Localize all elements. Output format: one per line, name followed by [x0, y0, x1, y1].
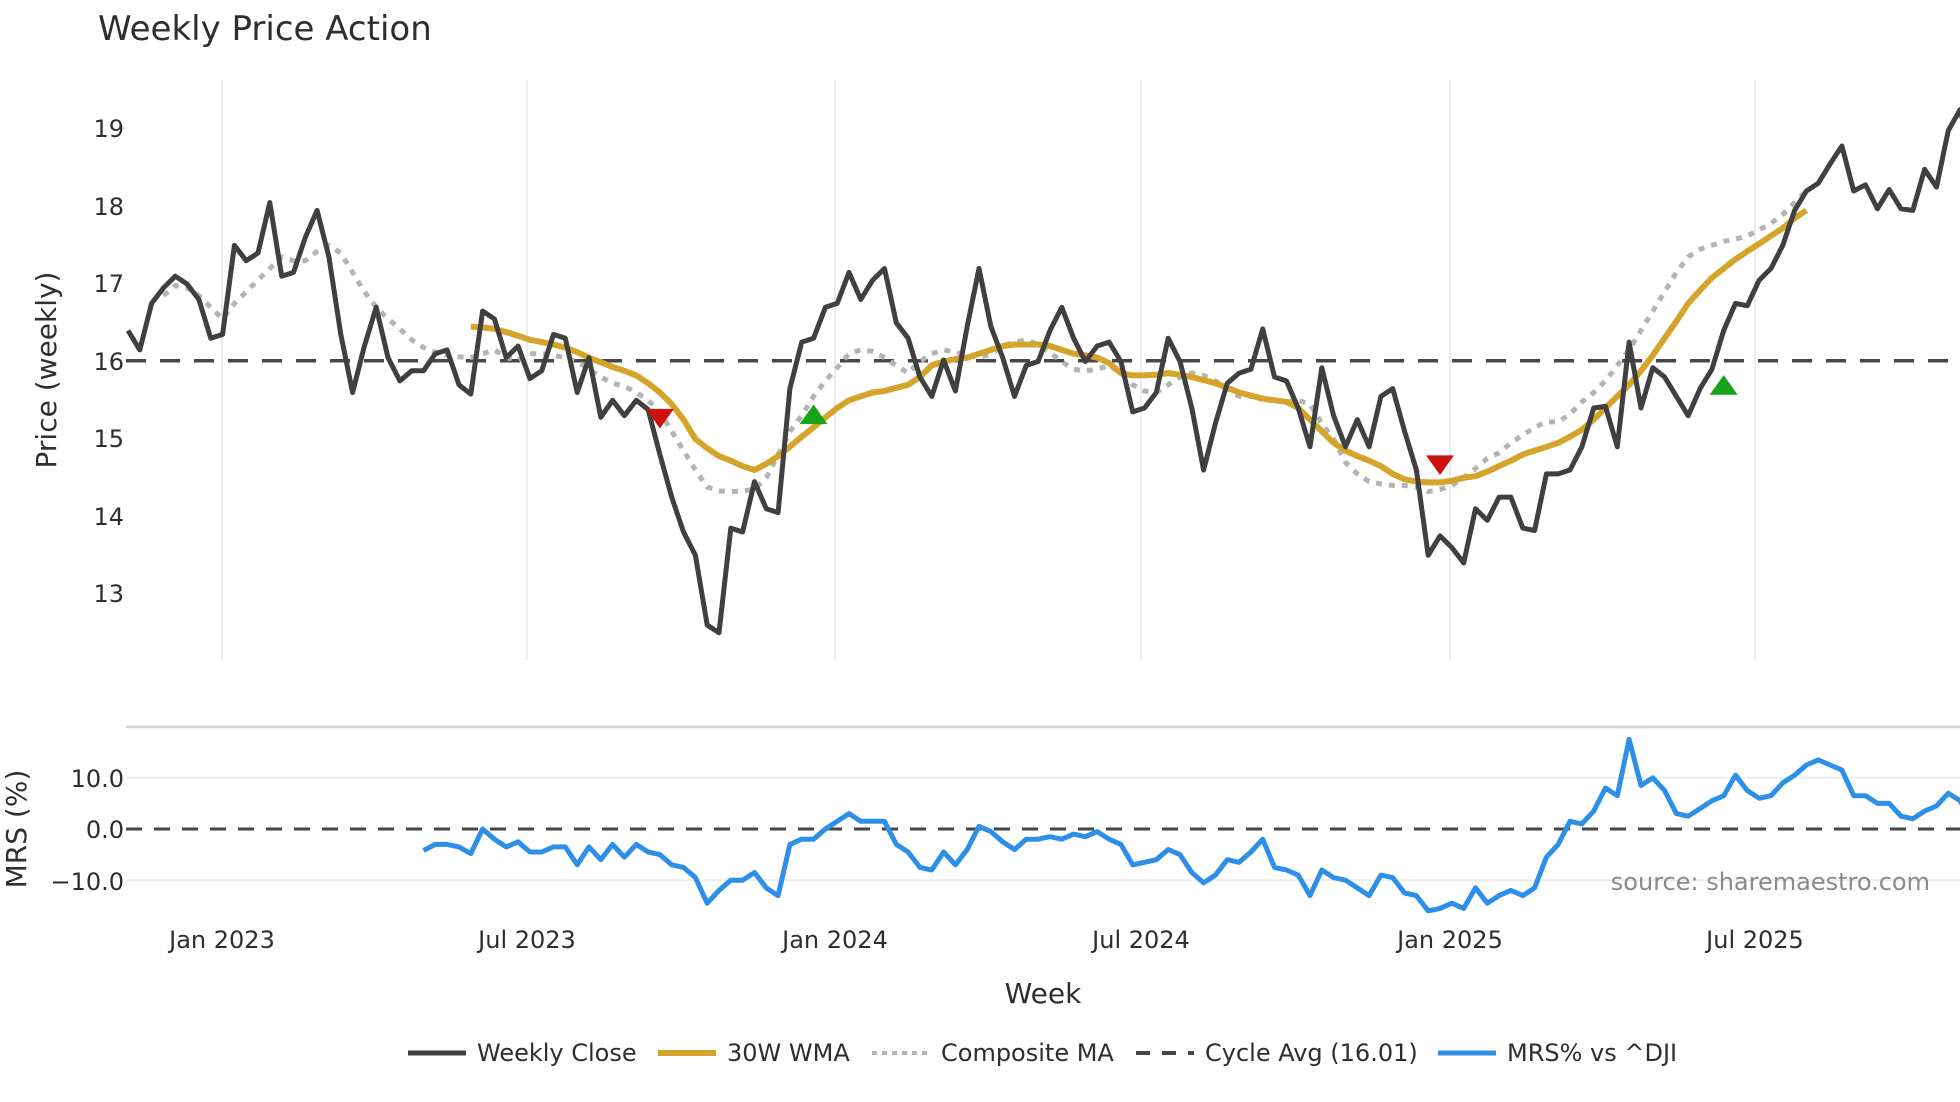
- price-tick: 15: [93, 425, 124, 453]
- sell-signal-triangle-down-icon: [1426, 455, 1455, 475]
- mrs-tick: 10.0: [71, 765, 124, 793]
- x-axis-label: Week: [1005, 977, 1082, 1010]
- x-tick: Jan 2024: [780, 926, 888, 954]
- signal-markers: [645, 375, 1738, 475]
- price-tick: 13: [93, 580, 124, 608]
- mrs-horizontal-gridlines: [126, 776, 1960, 882]
- composite-ma-path: [161, 189, 1809, 495]
- price-tick: 16: [93, 348, 124, 376]
- x-tick: Jan 2025: [1395, 926, 1503, 954]
- price-axis-ticks: 19 18 17 16 15 14 13: [93, 115, 124, 608]
- legend-item-30w-wma[interactable]: 30W WMA: [658, 1039, 850, 1067]
- source-note: source: sharemaestro.com: [1611, 868, 1930, 896]
- legend-label: Composite MA: [941, 1039, 1114, 1067]
- chart-title: Weekly Price Action: [98, 9, 432, 49]
- mrs-tick: 0.0: [86, 816, 124, 844]
- legend-label: MRS% vs ^DJI: [1507, 1039, 1677, 1067]
- legend-item-weekly-close[interactable]: Weekly Close: [408, 1039, 637, 1067]
- mrs-path: [422, 736, 1960, 914]
- x-tick: Jul 2023: [476, 926, 576, 954]
- legend: Weekly Close 30W WMA Composite MA Cycle …: [408, 1039, 1677, 1067]
- legend-item-cycle-avg[interactable]: Cycle Avg (16.01): [1136, 1039, 1418, 1067]
- wma-path: [470, 207, 1809, 486]
- legend-label: Weekly Close: [477, 1039, 637, 1067]
- x-tick: Jan 2023: [167, 926, 275, 954]
- mrs-line: [422, 736, 1960, 914]
- sell-signal-triangle-down-icon: [645, 408, 674, 429]
- wma-30w-line: [470, 207, 1809, 486]
- mrs-tick: −10.0: [50, 868, 124, 896]
- x-tick: Jul 2024: [1090, 926, 1190, 954]
- price-tick: 17: [93, 270, 124, 298]
- x-axis-ticks: Jan 2023 Jul 2023 Jan 2024 Jul 2024 Jan …: [167, 926, 1804, 954]
- legend-label: Cycle Avg (16.01): [1205, 1039, 1418, 1067]
- legend-item-composite-ma[interactable]: Composite MA: [872, 1039, 1114, 1067]
- mrs-axis-label: MRS (%): [0, 770, 33, 889]
- x-tick: Jul 2025: [1704, 926, 1804, 954]
- buy-signal-triangle-up-icon: [799, 404, 828, 425]
- price-vertical-gridlines: [221, 80, 1756, 660]
- composite-ma-line: [161, 189, 1809, 495]
- price-tick: 18: [93, 193, 124, 221]
- price-axis-label: Price (weekly): [30, 272, 63, 469]
- price-tick: 14: [93, 503, 124, 531]
- buy-signal-triangle-up-icon: [1709, 375, 1738, 395]
- weekly-close-path: [125, 107, 1960, 636]
- price-tick: 19: [93, 115, 124, 143]
- legend-item-mrs[interactable]: MRS% vs ^DJI: [1438, 1039, 1677, 1067]
- mrs-axis-ticks: 10.0 0.0 −10.0: [50, 765, 124, 896]
- weekly-close-line: [125, 107, 1960, 636]
- legend-label: 30W WMA: [727, 1039, 850, 1067]
